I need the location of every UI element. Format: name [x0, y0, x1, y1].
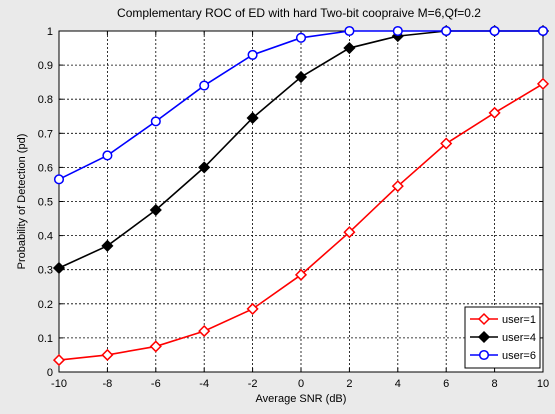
data-point — [150, 116, 161, 127]
x-tick-label: -10 — [51, 378, 67, 390]
x-tick-label: 4 — [395, 378, 401, 390]
data-point — [392, 25, 403, 37]
data-point — [343, 41, 356, 55]
data-point — [246, 111, 259, 125]
data-point — [101, 239, 114, 252]
y-tick-label: 0.3 — [38, 265, 53, 277]
data-point — [246, 302, 259, 315]
y-tick-label: 0.8 — [38, 94, 53, 106]
y-tick-label: 0.1 — [38, 333, 53, 345]
data-point — [537, 25, 549, 37]
y-tick-label: 0 — [47, 367, 53, 379]
x-tick-label: -6 — [151, 378, 161, 390]
y-tick-label: 0.6 — [38, 162, 53, 174]
data-point — [101, 348, 114, 362]
x-tick-label: -2 — [248, 378, 258, 390]
chart-title: Complementary ROC of ED with hard Two-bi… — [117, 6, 481, 20]
x-tick-label: 0 — [298, 378, 304, 390]
data-point — [440, 137, 453, 150]
series-user-6 — [53, 25, 549, 185]
data-point — [294, 70, 308, 84]
x-axis-title: Average SNR (dB) — [256, 393, 347, 405]
legend-label: user=6 — [502, 350, 536, 362]
data-point — [478, 349, 490, 361]
data-point — [149, 203, 162, 217]
x-tick-label: 10 — [537, 378, 549, 390]
data-point — [489, 25, 500, 37]
legend: user=1 user=4 user=6 — [464, 306, 541, 369]
x-tick-label: -8 — [103, 378, 113, 390]
legend-item: user=4 — [470, 330, 536, 344]
y-tick-label: 0.7 — [38, 128, 53, 140]
x-tick-label: -4 — [199, 378, 209, 390]
data-point — [441, 25, 452, 37]
data-point — [391, 180, 404, 193]
data-point — [295, 32, 307, 43]
y-axis-title: Probability of Detection (pd) — [16, 134, 28, 270]
y-tick-label: 0.9 — [38, 60, 53, 72]
data-point — [149, 340, 162, 353]
data-point — [294, 268, 308, 281]
data-point — [247, 49, 258, 60]
data-point — [198, 161, 211, 174]
ticks: -10 -8 -6 -4 -2 0 2 4 6 8 10 0 0.1 0.2 0.3 0.4 0.5 0.6 0.7… — [38, 26, 549, 390]
data-point — [343, 226, 356, 239]
x-tick-label: 6 — [443, 378, 449, 390]
data-point — [477, 330, 491, 344]
data-point — [53, 174, 65, 185]
legend-item: user=6 — [470, 349, 536, 362]
data-point — [52, 354, 66, 367]
series-user-1 — [52, 77, 550, 367]
data-point — [198, 325, 211, 338]
y-tick-label: 0.2 — [38, 299, 53, 311]
data-point — [102, 150, 113, 161]
data-point — [536, 77, 550, 90]
x-tick-label: 8 — [492, 378, 498, 390]
data-point — [488, 106, 501, 119]
data-point — [52, 261, 66, 275]
data-point — [477, 312, 491, 326]
y-tick-label: 0.4 — [38, 231, 53, 243]
legend-item: user=1 — [470, 312, 536, 326]
data-point — [199, 80, 210, 91]
legend-label: user=1 — [502, 314, 536, 326]
y-tick-label: 0.5 — [38, 197, 53, 209]
legend-label: user=4 — [502, 332, 536, 344]
data-point — [344, 25, 355, 37]
series-layer — [52, 24, 550, 367]
x-tick-label: 2 — [346, 378, 352, 390]
y-tick-label: 1 — [47, 26, 53, 38]
